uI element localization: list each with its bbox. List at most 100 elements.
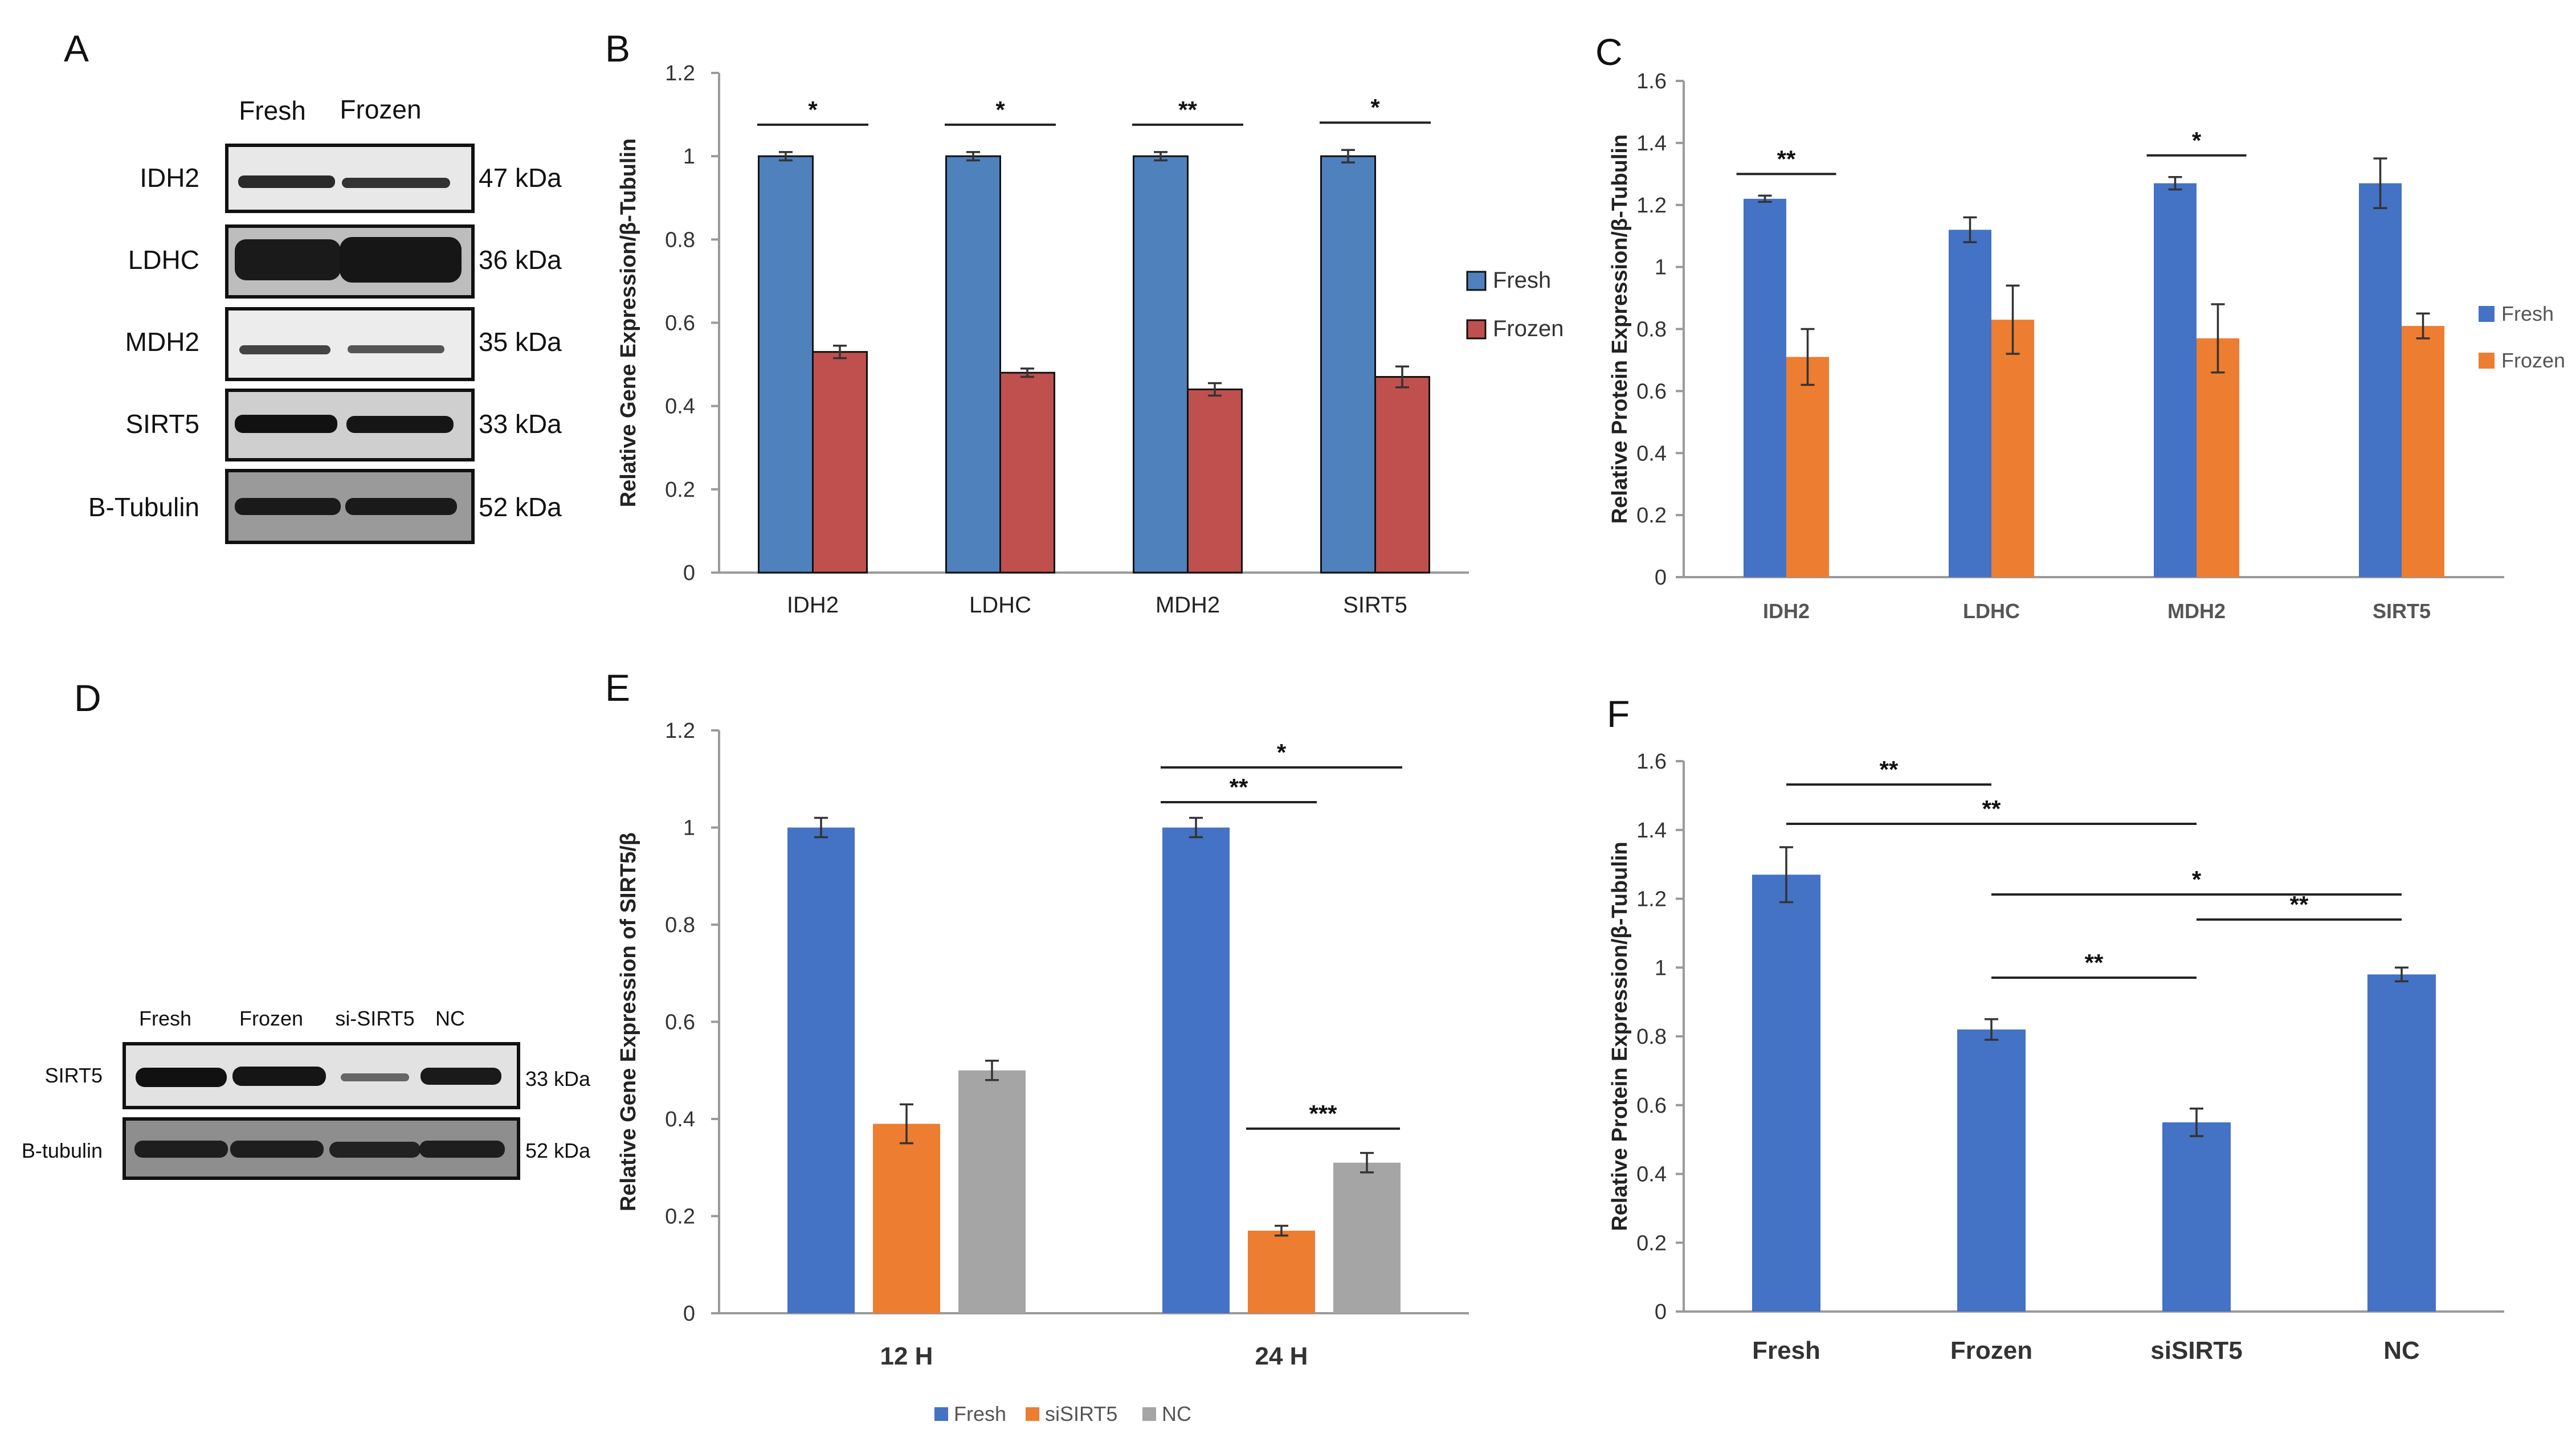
- bar-frozen-sirt5: [1374, 376, 1430, 574]
- blot-a-protein: LDHC: [128, 245, 199, 275]
- y-tick-label: 0.2: [1636, 1231, 1667, 1255]
- legend-label-fresh: Fresh: [1493, 268, 1551, 293]
- blot-a-row-mdh2: MDH2 35 kDa: [125, 307, 562, 381]
- significance-label: **: [1982, 795, 2001, 822]
- y-tick-label: 1.6: [1636, 70, 1667, 93]
- chart-e-sirt5-gene-expression: 0 0.2 0.4 0.6 0.8 1 1.2 Relative Gene Expressio…: [617, 719, 1469, 1425]
- western-blot-a: Fresh Frozen IDH2 47 kDa LDHC 36 kDa MDH…: [88, 95, 562, 544]
- category-label: LDHC: [969, 593, 1031, 618]
- category-label: IDH2: [1763, 599, 1810, 623]
- blot-a-row-btubulin: B-Tubulin 52 kDa: [88, 469, 562, 544]
- legend-swatch-frozen: [1466, 319, 1487, 340]
- legend-swatch-sisirt5: [1026, 1407, 1039, 1421]
- bar-fresh-sirt5: [2359, 183, 2402, 577]
- significance-label: **: [1777, 145, 1796, 172]
- bar-sisirt5-24h: [1248, 1231, 1315, 1313]
- y-tick-label: 0.4: [665, 395, 695, 419]
- significance-label: *: [995, 96, 1005, 123]
- bar-nc-24h: [1333, 1162, 1401, 1313]
- y-tick-label: 0.2: [1636, 504, 1667, 528]
- bar-sisirt5-12h: [873, 1124, 940, 1313]
- bar-sisirt5: [2162, 1122, 2231, 1312]
- blot-d-lane-fresh: Fresh: [139, 1007, 191, 1030]
- category-label: MDH2: [2167, 599, 2226, 623]
- significance-label: **: [1230, 774, 1248, 800]
- blot-d-protein: B-tubulin: [22, 1139, 103, 1162]
- y-tick-label: 1.2: [1636, 194, 1667, 218]
- bar-nc-12h: [958, 1070, 1026, 1313]
- legend-swatch-fresh: [2479, 306, 2495, 322]
- significance-label: **: [1880, 756, 1899, 783]
- bar-frozen-ldhc: [1991, 320, 2034, 577]
- legend-swatch-frozen: [2479, 353, 2495, 369]
- blot-a-row-ldhc: LDHC 36 kDa: [128, 224, 562, 299]
- y-tick-label: 0.6: [665, 1011, 695, 1035]
- bar-fresh-idh2: [758, 155, 814, 574]
- blot-a-size: 52 kDa: [479, 492, 562, 522]
- blot-a-lane-frozen: Frozen: [340, 95, 421, 124]
- y-tick-label: 0.6: [665, 312, 695, 336]
- y-tick-label: 0.4: [1636, 442, 1667, 465]
- bar-frozen-mdh2: [2197, 338, 2239, 577]
- y-tick-label: 0: [683, 1302, 695, 1326]
- category-label: Fresh: [1752, 1337, 1820, 1365]
- significance-label: *: [1370, 94, 1380, 121]
- category-label: NC: [2383, 1337, 2420, 1365]
- bar-frozen: [1957, 1029, 2026, 1312]
- legend-label-sisirt5: siSIRT5: [1045, 1402, 1117, 1425]
- blot-d-row-btubulin: B-tubulin 52 kDa: [22, 1117, 591, 1180]
- bar-nc: [2367, 974, 2436, 1312]
- bar-fresh-idh2: [1744, 198, 1786, 577]
- y-tick-label: 0.6: [1636, 379, 1667, 403]
- panel-label-e: E: [605, 667, 630, 709]
- category-label: siSIRT5: [2150, 1337, 2242, 1365]
- bar-fresh-sirt5: [1320, 155, 1376, 574]
- y-tick-label: 0.8: [1636, 318, 1667, 342]
- panel-label-a: A: [64, 27, 89, 70]
- chart-c-relative-protein-expression: 0 0.2 0.4 0.6 0.8 1 1.2 1.4 1.6 Relative Protein …: [1608, 70, 2565, 623]
- category-label: MDH2: [1156, 593, 1220, 618]
- blot-a-size: 33 kDa: [479, 409, 562, 439]
- category-label: IDH2: [787, 593, 839, 618]
- bar-frozen-ldhc: [999, 371, 1055, 574]
- blot-d-protein: SIRT5: [45, 1064, 103, 1087]
- bar-fresh-ldhc: [1949, 230, 1991, 577]
- y-tick-label: 1.6: [1636, 750, 1667, 774]
- y-tick-label: 0.4: [1636, 1163, 1667, 1187]
- legend-swatch-fresh: [934, 1407, 948, 1421]
- y-tick-label: 1.4: [1636, 132, 1667, 156]
- significance-label: *: [1277, 739, 1287, 766]
- category-label: 24 H: [1255, 1342, 1308, 1370]
- chart-f-protein-expression-knockdown: 0 0.2 0.4 0.6 0.8 1 1.2 1.4 1.6 Relative Protein …: [1608, 750, 2504, 1365]
- y-tick-label: 1: [683, 816, 695, 840]
- y-tick-label: 0.2: [665, 478, 695, 502]
- significance-label: *: [808, 96, 818, 123]
- blot-a-row-sirt5: SIRT5 33 kDa: [125, 389, 562, 461]
- legend-label-nc: NC: [1162, 1402, 1191, 1425]
- panel-label-f: F: [1607, 693, 1630, 735]
- bar-fresh-12h: [787, 827, 855, 1313]
- y-tick-label: 1.2: [665, 62, 695, 85]
- y-axis-title: Relative Gene Expression/β-Tubulin: [617, 138, 640, 508]
- blot-d-size: 33 kDa: [525, 1067, 591, 1090]
- blot-d-row-sirt5: SIRT5 33 kDa: [45, 1042, 591, 1109]
- significance-label: ***: [1309, 1100, 1337, 1127]
- bar-frozen-idh2: [812, 351, 868, 574]
- blot-a-size: 35 kDa: [479, 327, 562, 357]
- panel-label-d: D: [74, 677, 101, 719]
- category-label: 12 H: [880, 1342, 933, 1370]
- significance-label: **: [1178, 96, 1197, 123]
- bar-frozen-mdh2: [1187, 388, 1243, 574]
- chart-b-relative-gene-expression: 0 0.2 0.4 0.6 0.8 1 1.2 Relative Gene Expressio…: [617, 62, 1564, 618]
- y-tick-label: 1: [1655, 256, 1667, 280]
- blot-d-lane-frozen: Frozen: [239, 1007, 303, 1030]
- bar-fresh-mdh2: [1133, 155, 1189, 574]
- y-tick-label: 0: [1655, 1300, 1667, 1324]
- panel-label-b: B: [605, 27, 630, 70]
- western-blot-d: Fresh Frozen si-SIRT5 NC SIRT5 33 kDa B-…: [22, 1007, 591, 1180]
- bar-fresh-24h: [1162, 827, 1230, 1313]
- category-label: SIRT5: [2373, 599, 2431, 623]
- y-tick-label: 0: [1655, 566, 1667, 590]
- blot-a-protein: SIRT5: [125, 409, 199, 439]
